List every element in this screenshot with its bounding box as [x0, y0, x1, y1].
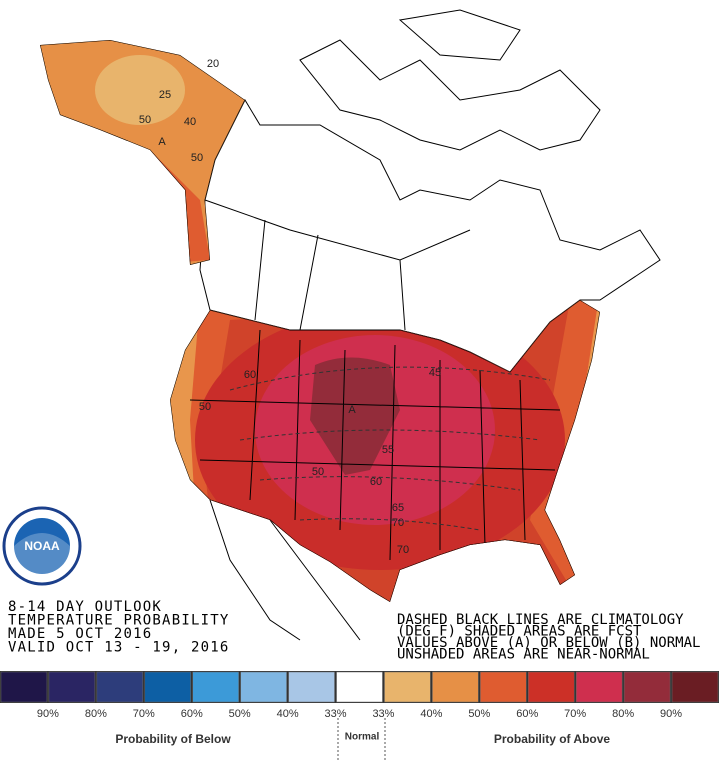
contour-label: 45 — [429, 367, 441, 379]
notes-line: DASHED BLACK LINES ARE CLIMATOLOGY — [397, 612, 684, 628]
legend-swatch — [144, 671, 191, 703]
alaska-shading — [40, 40, 245, 265]
above-title: Probability of Above — [494, 732, 611, 746]
contour-label: 20 — [207, 58, 219, 70]
legend-label: 60% — [181, 708, 203, 720]
legend-swatch — [575, 671, 623, 703]
below-title: Probability of Below — [115, 732, 231, 746]
contour-label: 50 — [312, 466, 324, 478]
legend-swatch — [288, 671, 335, 703]
notes-line: (DEG F) SHADED AREAS ARE FCST — [397, 624, 642, 640]
notes-line: UNSHADED AREAS ARE NEAR-NORMAL — [397, 647, 650, 663]
legend-swatch — [48, 671, 96, 703]
legend-label: 80% — [612, 708, 634, 720]
legend-label: 50% — [468, 708, 490, 720]
legend-swatch — [528, 671, 575, 703]
contour-labels: 20 25 40 50 A 50 60 50 A 45 55 60 65 70 70 50 — [139, 58, 441, 556]
contour-label: A — [348, 404, 356, 416]
contour-label: 50 — [199, 401, 211, 413]
outlook-line: VALID OCT 13 - 19, 2016 — [8, 640, 229, 656]
legend-label: 70% — [564, 708, 586, 720]
contour-label: 60 — [370, 476, 382, 488]
contour-label: 25 — [159, 89, 171, 101]
us-shading — [170, 300, 600, 602]
legend-swatch — [480, 671, 527, 703]
contour-label: 40 — [184, 116, 196, 128]
contour-label: A — [158, 136, 166, 148]
legend-swatch — [384, 671, 431, 703]
legend-label: 40% — [277, 708, 299, 720]
mexico-outline — [209, 499, 361, 641]
contour-label: 70 — [397, 544, 409, 556]
legend-label: 90% — [37, 708, 59, 720]
notes-text: DASHED BLACK LINES ARE CLIMATOLOGY(DEG F… — [397, 612, 700, 663]
contour-label: 70 — [392, 517, 404, 529]
legend-swatch — [623, 671, 671, 703]
outlook-line: 8-14 DAY OUTLOOK — [8, 599, 162, 615]
legend-label: 60% — [516, 708, 538, 720]
legend-swatch — [96, 671, 144, 703]
legend-swatch — [671, 671, 719, 703]
contour-label: 65 — [392, 502, 404, 514]
noaa-logo: NOAA — [2, 506, 82, 586]
legend-label: 70% — [133, 708, 155, 720]
legend-swatch — [192, 671, 239, 703]
legend: 90% 80% 70% 60% 50% 40% 33% 33% 40% 50% 60% 70% 80% 9… — [0, 671, 719, 720]
legend-label: 33% — [325, 708, 347, 720]
normal-title: Normal — [345, 732, 380, 743]
notes-line: VALUES ABOVE (A) OR BELOW (B) NORMAL — [397, 635, 700, 651]
legend-label: 90% — [660, 708, 682, 720]
outlook-line: TEMPERATURE PROBABILITY — [8, 613, 229, 629]
logo-text: NOAA — [24, 539, 60, 553]
contour-label: 50 — [191, 152, 203, 164]
contour-label: 55 — [382, 444, 394, 456]
contour-label: 60 — [244, 369, 256, 381]
legend-label: 33% — [372, 708, 394, 720]
legend-label: 80% — [85, 708, 107, 720]
outlook-line: MADE 5 OCT 2016 — [8, 626, 152, 642]
legend-label: 50% — [229, 708, 251, 720]
legend-swatch — [432, 671, 479, 703]
legend-swatch — [0, 671, 48, 703]
legend-label: 40% — [420, 708, 442, 720]
legend-swatch — [240, 671, 287, 703]
legend-swatch — [336, 671, 383, 703]
contour-label: 50 — [139, 114, 151, 126]
